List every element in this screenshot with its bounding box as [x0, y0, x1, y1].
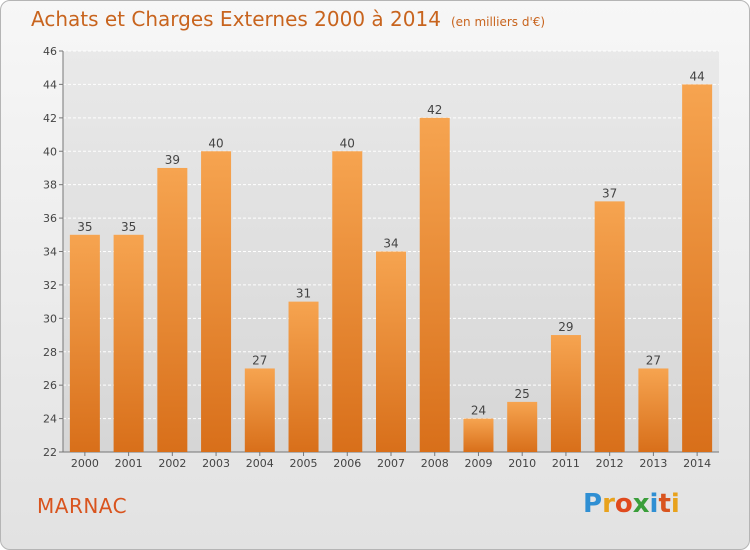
x-tick-label: 2011: [552, 457, 580, 470]
x-tick-label: 2000: [71, 457, 99, 470]
bar: [550, 335, 581, 452]
y-tick-label: 26: [43, 379, 57, 392]
y-tick-label: 40: [43, 145, 57, 158]
bar-value-label: 42: [427, 103, 442, 117]
bar: [376, 251, 406, 452]
y-tick-label: 28: [43, 346, 57, 359]
bar: [682, 84, 713, 453]
y-tick-label: 32: [43, 279, 57, 292]
bar-value-label: 39: [165, 153, 180, 167]
x-tick-label: 2004: [246, 457, 274, 470]
logo-letter: x: [632, 489, 650, 519]
x-tick-label: 2006: [333, 457, 361, 470]
bar-value-label: 24: [471, 404, 486, 418]
bar-value-label: 35: [77, 220, 92, 234]
proxiti-logo: Proxiti: [583, 489, 680, 519]
bar: [332, 151, 363, 452]
bar-value-label: 44: [689, 69, 704, 83]
chart-unit: (en milliers d'€): [450, 15, 546, 29]
chart-title: Achats et Charges Externes 2000 à 2014 (e…: [31, 7, 545, 31]
logo-letter: r: [602, 489, 615, 519]
bar-value-label: 37: [602, 186, 617, 200]
bar: [594, 201, 625, 452]
bar-value-label: 35: [121, 220, 136, 234]
x-tick-label: 2002: [158, 457, 186, 470]
bar-value-label: 34: [383, 237, 398, 251]
bar-value-label: 29: [558, 320, 573, 334]
bar-value-label: 40: [208, 136, 223, 150]
x-tick-label: 2003: [202, 457, 230, 470]
x-tick-label: 2013: [639, 457, 667, 470]
logo-letter: P: [583, 489, 603, 519]
bar-value-label: 27: [252, 353, 267, 367]
bar-value-label: 40: [340, 136, 355, 150]
y-tick-label: 34: [43, 246, 57, 259]
x-tick-label: 2001: [115, 457, 143, 470]
x-tick-label: 2012: [596, 457, 624, 470]
bar-value-label: 27: [646, 353, 661, 367]
bar: [157, 167, 188, 453]
bar-value-label: 31: [296, 287, 311, 301]
bar: [463, 418, 494, 452]
bar: [69, 234, 100, 452]
logo-letter: i: [649, 489, 659, 519]
place-name: MARNAC: [37, 494, 128, 518]
bar: [201, 151, 232, 452]
logo-letter: t: [658, 489, 671, 519]
bar: [113, 234, 144, 452]
y-tick-label: 38: [43, 179, 57, 192]
x-tick-label: 2010: [508, 457, 536, 470]
bar: [288, 301, 319, 452]
bar: [419, 117, 450, 452]
chart-title-text: Achats et Charges Externes 2000 à 2014: [31, 7, 441, 31]
bar: [507, 401, 538, 452]
y-tick-label: 24: [43, 413, 57, 426]
y-tick-label: 46: [43, 45, 57, 58]
x-tick-label: 2007: [377, 457, 405, 470]
x-tick-label: 2014: [683, 457, 711, 470]
y-tick-label: 36: [43, 212, 57, 225]
y-tick-label: 30: [43, 312, 57, 325]
y-tick-label: 42: [43, 112, 57, 125]
bar-value-label: 25: [515, 387, 530, 401]
y-tick-label: 22: [43, 446, 57, 459]
y-tick-label: 44: [43, 78, 57, 91]
bar: [638, 368, 669, 452]
logo-letter: i: [670, 489, 680, 519]
x-tick-label: 2008: [421, 457, 449, 470]
plot-area: 22 24 26 28 30 32 34 36 38 40 42 44 46 35 2000 35 2001 39…: [43, 45, 719, 470]
x-tick-label: 2009: [464, 457, 492, 470]
bar: [244, 368, 275, 452]
x-tick-label: 2005: [290, 457, 318, 470]
logo-letter: o: [614, 489, 633, 519]
